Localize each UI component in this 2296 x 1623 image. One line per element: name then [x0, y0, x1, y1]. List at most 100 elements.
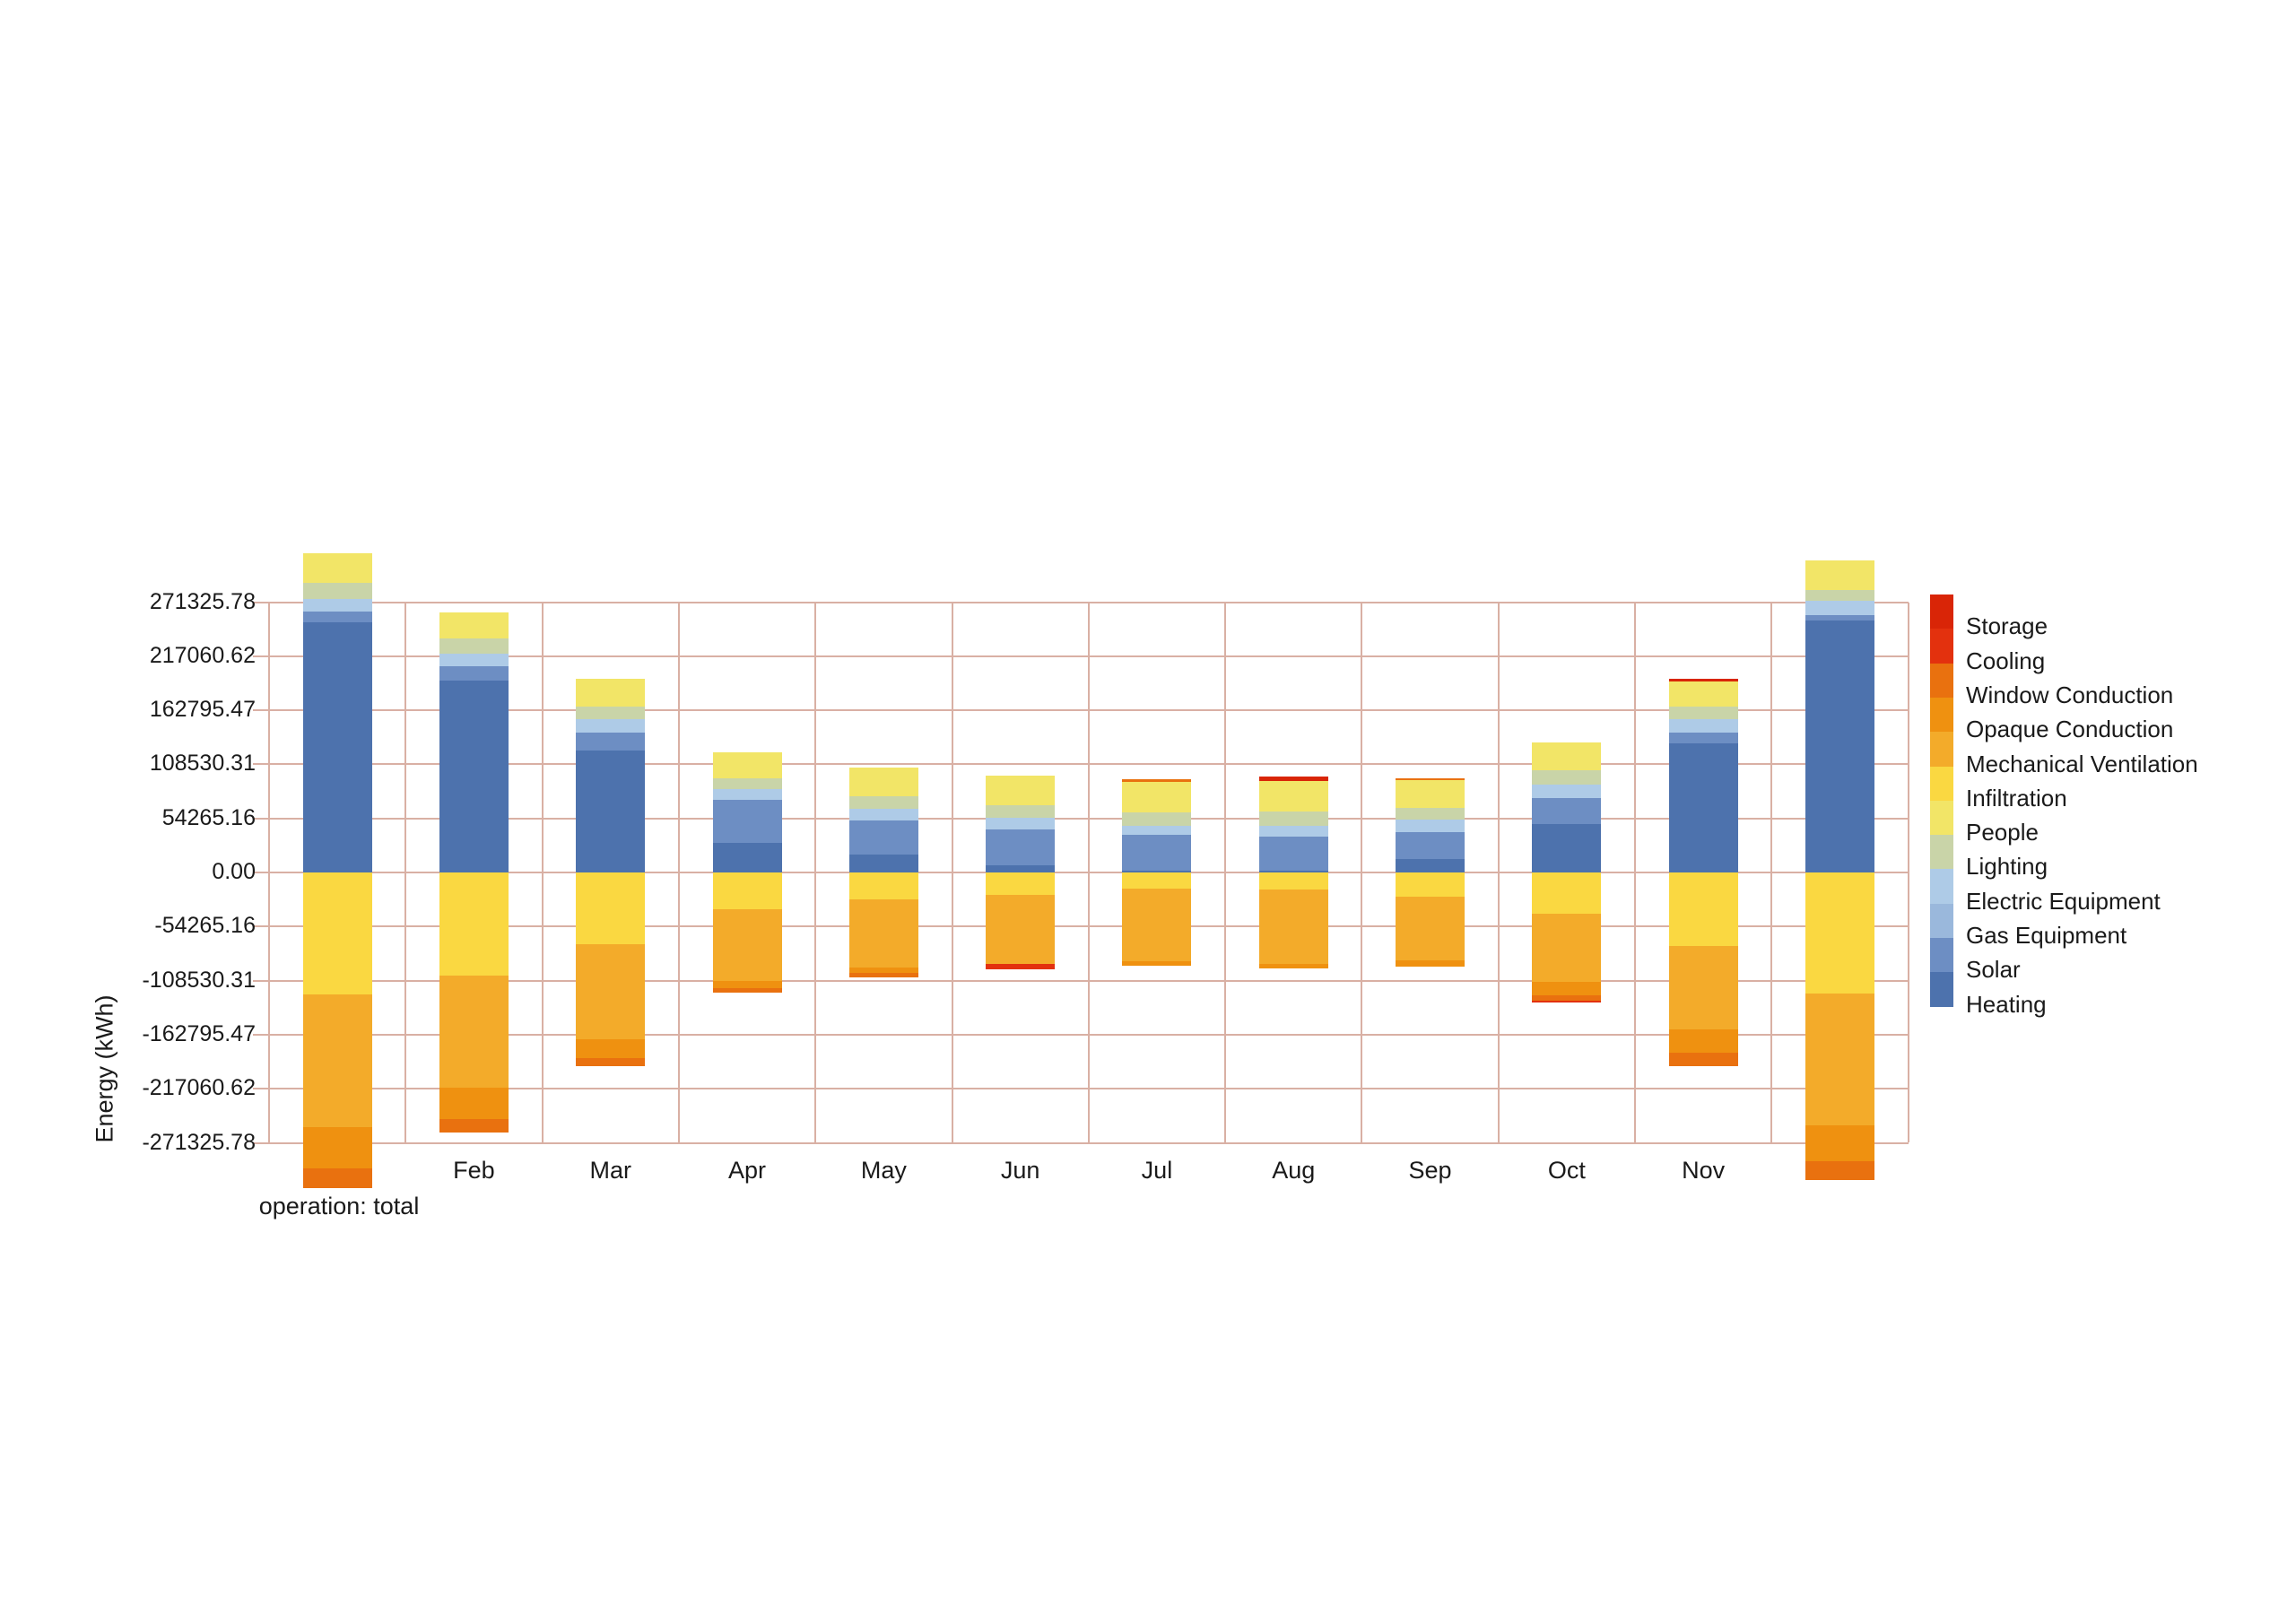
bar-segment-solar: [1805, 614, 1874, 621]
bar-segment-heating: [576, 751, 646, 872]
y-tick-label: -271325.78: [142, 1129, 256, 1155]
bar-segment-mechanical-ventilation: [712, 908, 782, 982]
bar-segment-window-conduction: [1805, 1160, 1874, 1181]
horizontal-gridline: [269, 817, 1909, 820]
horizontal-gridline: [269, 1033, 1909, 1036]
bar-segment-cooling: [1532, 1000, 1602, 1002]
bar-segment-opaque-conduction: [1258, 963, 1328, 968]
x-tick-label: Nov: [1682, 1157, 1726, 1184]
bar-segment-electric-equipment: [1396, 820, 1465, 832]
y-axis-tick: [253, 655, 269, 657]
bar-segment-solar: [576, 732, 646, 751]
bar-segment-infiltration: [576, 872, 646, 944]
bar-segment-mechanical-ventilation: [986, 894, 1056, 965]
x-tick-label: Apr: [728, 1157, 767, 1184]
bar-segment-people: [576, 678, 646, 707]
bar-segment-mechanical-ventilation: [848, 899, 918, 968]
bar-segment-solar: [1258, 837, 1328, 871]
legend-label: Storage: [1966, 612, 2048, 640]
bar-segment-infiltration: [1258, 872, 1328, 890]
y-axis-tick: [253, 1141, 269, 1144]
bar-segment-heating: [712, 842, 782, 872]
bar-segment-people: [302, 552, 372, 584]
y-axis-tick: [253, 709, 269, 712]
bar-segment-window-conduction: [712, 987, 782, 994]
bar-segment-infiltration: [1122, 872, 1192, 889]
legend-swatch-cooling: [1930, 629, 1953, 664]
bar-segment-people: [848, 768, 918, 796]
bar-segment-opaque-conduction: [576, 1039, 646, 1059]
y-axis-tick: [253, 763, 269, 766]
bar-segment-people: [712, 751, 782, 779]
legend-label: Electric Equipment: [1966, 887, 2161, 915]
bar-segment-electric-equipment: [848, 808, 918, 821]
bar-segment-window-conduction: [1396, 777, 1465, 780]
horizontal-gridline: [269, 763, 1909, 766]
bar-segment-infiltration: [439, 872, 509, 976]
bar-segment-electric-equipment: [1532, 784, 1602, 799]
x-tick-label: Jun: [1000, 1157, 1040, 1184]
legend-swatch-heating: [1930, 972, 1953, 1008]
bar-segment-electric-equipment: [439, 653, 509, 667]
bar-segment-lighting: [1122, 812, 1192, 826]
legend-label: Opaque Conduction: [1966, 716, 2174, 743]
bar-segment-heating: [1122, 871, 1192, 873]
legend-label: Solar: [1966, 956, 2021, 984]
legend-swatch-opaque-conduction: [1930, 697, 1953, 733]
bar-segment-electric-equipment: [986, 817, 1056, 829]
y-axis-tick: [253, 601, 269, 603]
bar-segment-mechanical-ventilation: [1122, 888, 1192, 961]
bar-segment-window-conduction: [302, 1167, 372, 1188]
bar-segment-infiltration: [848, 872, 918, 900]
bar-segment-window-conduction: [1532, 994, 1602, 1001]
legend-label: Cooling: [1966, 647, 2046, 674]
bar-segment-solar: [439, 666, 509, 681]
legend-label: Mechanical Ventilation: [1966, 750, 2198, 777]
bar-segment-mechanical-ventilation: [1668, 946, 1738, 1030]
bar-segment-opaque-conduction: [1122, 960, 1192, 966]
y-tick-label: 54265.16: [161, 804, 256, 830]
bar-segment-heating: [1668, 743, 1738, 872]
bar-segment-infiltration: [712, 872, 782, 909]
x-tick-label: Mar: [589, 1157, 632, 1184]
bar-segment-lighting: [439, 638, 509, 654]
bar-segment-electric-equipment: [576, 719, 646, 733]
bar-segment-electric-equipment: [1122, 825, 1192, 836]
legend-label: Lighting: [1966, 853, 2048, 881]
bar-segment-lighting: [1258, 811, 1328, 826]
x-tick-label: May: [860, 1157, 907, 1184]
vertical-gridline: [1907, 602, 1909, 1143]
bar-segment-people: [1258, 780, 1328, 812]
horizontal-gridline: [269, 1141, 1909, 1144]
x-axis-annotation: operation: total: [258, 1193, 420, 1219]
bar-segment-window-conduction: [848, 973, 918, 977]
bar-segment-heating: [986, 865, 1056, 872]
bar-segment-infiltration: [986, 872, 1056, 895]
bar-segment-solar: [1532, 798, 1602, 825]
bar-segment-people: [986, 776, 1056, 805]
bar-segment-heating: [302, 621, 372, 872]
bar-segment-people: [1532, 742, 1602, 770]
y-axis-tick: [253, 979, 269, 982]
horizontal-gridline: [269, 872, 1909, 873]
bar-segment-mechanical-ventilation: [1258, 890, 1328, 964]
bar-segment-window-conduction: [1122, 778, 1192, 782]
y-tick-label: -54265.16: [154, 913, 256, 939]
horizontal-gridline: [269, 925, 1909, 928]
bar-segment-solar: [1396, 831, 1465, 860]
y-tick-label: 0.00: [212, 859, 256, 884]
bar-segment-solar: [1668, 732, 1738, 744]
legend-label: Heating: [1966, 990, 2047, 1018]
bar-segment-opaque-conduction: [1532, 981, 1602, 995]
bar-segment-solar: [712, 800, 782, 843]
y-tick-label: 271325.78: [149, 588, 256, 614]
bar-segment-lighting: [986, 804, 1056, 818]
bar-segment-heating: [1532, 824, 1602, 872]
y-tick-label: 108530.31: [149, 751, 256, 777]
legend-swatch-electric-equipment: [1930, 869, 1953, 905]
bar-segment-infiltration: [302, 872, 372, 995]
bar-segment-lighting: [848, 795, 918, 809]
legend-swatch-people: [1930, 800, 1953, 836]
bar-segment-lighting: [1805, 589, 1874, 602]
